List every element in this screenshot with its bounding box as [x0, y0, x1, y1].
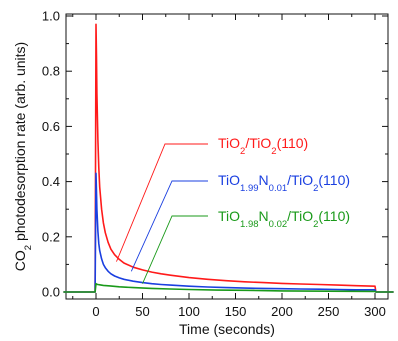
x-axis-label: Time (seconds) — [179, 321, 275, 337]
annotation-labels: TiO2/TiO2(110) TiO1.99N0.01/TiO2(110) TiO1… — [218, 135, 350, 230]
x-tick-label: 0 — [92, 304, 99, 319]
x-tick-label: 50 — [135, 304, 149, 319]
leader-line-2 — [130, 180, 208, 272]
leader-line-3 — [142, 215, 208, 284]
y-tick-label: 1.0 — [42, 9, 60, 24]
leader-line-1 — [116, 143, 208, 262]
x-tick-label: 300 — [364, 304, 386, 319]
x-tick-label: 250 — [318, 304, 340, 319]
series-label-2: TiO1.99N0.01/TiO2(110) — [218, 172, 350, 194]
axes: 0 50 100 150 200 250 300 0.0 0.2 0.4 0.6 0.8 1.0 Time… — [12, 9, 389, 337]
series-label-1: TiO2/TiO2(110) — [218, 135, 308, 157]
series-line-3 — [63, 282, 394, 293]
y-tick-label: 0.0 — [42, 285, 60, 300]
y-tick-label: 0.2 — [42, 229, 60, 244]
annotation-leaders — [116, 143, 208, 284]
plot-frame — [65, 13, 389, 300]
y-tick-label: 0.6 — [42, 119, 60, 134]
y-tick-label: 0.4 — [42, 174, 60, 189]
x-tick-label: 150 — [225, 304, 247, 319]
series-lines — [63, 23, 394, 293]
x-tick-label: 100 — [178, 304, 200, 319]
y-axis-label: CO2 photodesorption rate (arb. units) — [12, 42, 34, 271]
series-label-3: TiO1.98N0.02/TiO2(110) — [218, 208, 350, 230]
series-line-1 — [63, 23, 394, 293]
series-line-2 — [63, 172, 394, 293]
y-tick-label: 0.8 — [42, 64, 60, 79]
x-tick-label: 200 — [271, 304, 293, 319]
